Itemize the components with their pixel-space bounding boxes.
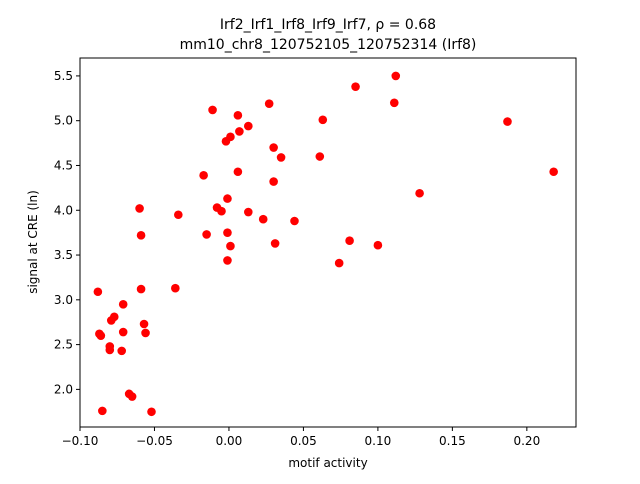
data-point [208,105,217,115]
data-point [223,256,232,265]
points-layer [93,71,558,417]
data-point [147,407,156,417]
axes-frame [79,57,577,428]
x-tick-label: −0.05 [136,434,173,448]
x-tick-label: −0.10 [62,434,99,448]
data-point [290,216,299,226]
data-point [276,153,286,162]
data-point [351,82,360,91]
x-axis-label: motif activity [288,456,367,470]
x-tick-label: 0.15 [439,434,466,448]
data-point [202,230,211,239]
data-point [391,71,401,81]
data-point [135,204,144,213]
y-tick-label: 4.5 [54,158,73,172]
y-tick-label: 3.0 [54,293,73,307]
data-point [389,98,399,108]
data-point [233,111,243,120]
y-tick-label: 2.5 [54,338,73,352]
data-point [98,406,107,416]
data-point [549,167,558,177]
data-point [109,312,119,322]
data-point [217,206,226,216]
y-tick-label: 4.0 [54,203,73,217]
data-point [269,143,278,152]
data-point [141,328,150,338]
data-point [226,132,235,142]
y-axis-label: signal at CRE (ln) [26,190,40,294]
data-point [503,117,512,126]
data-point [269,177,278,186]
data-point [171,283,180,293]
axis-ticks: −0.10 −0.05 0.00 0.05 0.10 0.15 0.20 2.0 2.5 3.0 3… [54,69,540,448]
data-point [270,239,280,248]
y-tick-label: 2.0 [54,382,73,396]
data-point [96,331,106,340]
data-point [235,127,244,136]
data-point [105,345,115,355]
data-point [117,346,127,356]
data-point [233,167,243,177]
data-point [136,231,146,240]
data-point [226,241,235,251]
x-tick-label: 0.05 [290,434,317,448]
x-tick-label: 0.20 [513,434,540,448]
x-tick-label: 0.10 [365,434,392,448]
data-point [118,327,128,337]
data-point [93,287,103,297]
data-point [223,228,232,237]
data-point [118,300,128,309]
data-point [174,210,183,220]
x-tick-label: 0.00 [216,434,243,448]
data-point [139,319,149,329]
y-tick-label: 5.0 [54,114,73,128]
data-point [258,214,268,224]
data-point [136,284,146,294]
data-point [415,188,424,198]
data-point [223,194,232,203]
data-point [334,258,344,268]
data-point [244,207,253,217]
y-tick-label: 3.5 [54,248,73,262]
data-point [315,152,325,161]
data-point [345,236,354,246]
data-point [264,99,274,108]
data-point [373,240,383,250]
y-tick-label: 5.5 [54,69,73,83]
data-point [318,115,328,125]
chart-title-line1: Irf2_Irf1_Irf8_Irf9_Irf7, ρ = 0.68 [220,17,436,33]
data-point [244,121,253,131]
data-point [199,171,208,180]
data-point [127,392,137,401]
chart-title-line2: mm10_chr8_120752105_120752314 (Irf8) [180,37,477,53]
